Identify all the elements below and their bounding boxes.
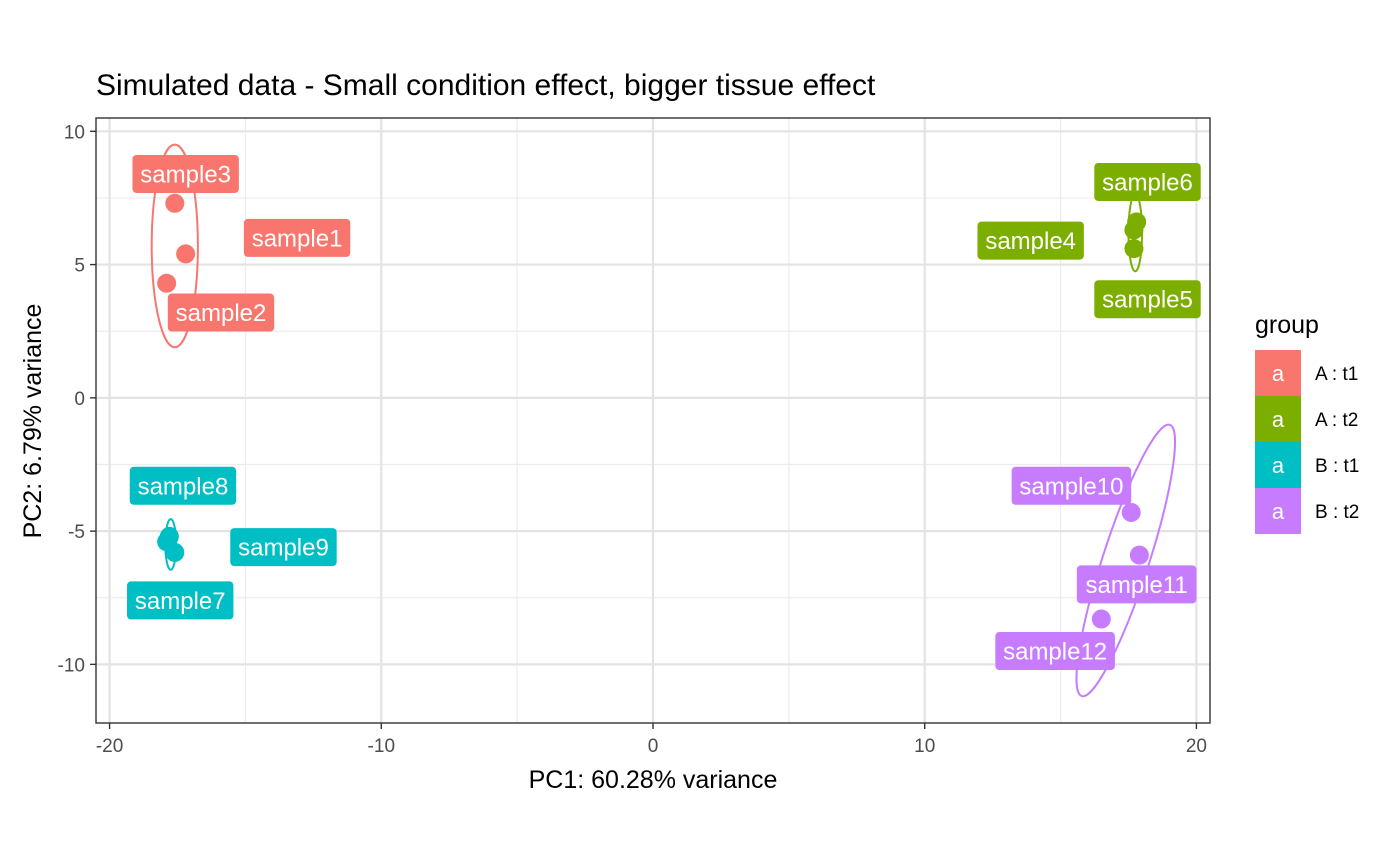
label-sample11: sample11	[1076, 565, 1197, 604]
legend-label: B : t1	[1315, 456, 1359, 477]
x-axis-title: PC1: 60.28% variance	[529, 766, 778, 794]
legend-item-b-t2: a B : t2	[1255, 488, 1359, 534]
legend-key	[1255, 488, 1301, 534]
chart-title: Simulated data - Small condition effect,…	[96, 69, 876, 102]
label-text: sample11	[1085, 572, 1187, 599]
label-sample9: sample9	[230, 528, 337, 567]
label-text: sample2	[176, 300, 267, 327]
point-sample11	[1129, 545, 1149, 565]
label-sample3: sample3	[132, 154, 239, 193]
legend-label: B : t2	[1315, 502, 1359, 523]
legend-key	[1255, 396, 1301, 442]
label-box	[127, 581, 234, 620]
point-labels: sample1 sample2 sample3 sample4 sample5 sampl…	[127, 154, 1201, 671]
legend-key	[1255, 350, 1301, 396]
x-tick-label: -10	[368, 736, 395, 757]
label-box	[1011, 466, 1132, 505]
legend: group a A : t1 a A : t2 a B : t1 a B : t2	[1255, 311, 1359, 534]
label-sample6: sample6	[1094, 162, 1201, 201]
label-box	[167, 293, 275, 332]
legend-key-letter: a	[1272, 453, 1285, 478]
label-text: sample6	[1102, 169, 1193, 196]
label-box	[230, 528, 337, 567]
label-text: sample5	[1102, 287, 1193, 314]
label-box	[1094, 280, 1201, 319]
point-sample2	[157, 273, 177, 293]
label-text: sample9	[238, 535, 329, 562]
x-tick-label: 0	[648, 736, 659, 757]
grid-lines	[96, 118, 1210, 723]
legend-item-a-t2: a A : t2	[1255, 396, 1358, 442]
label-sample5: sample5	[1094, 280, 1201, 319]
label-text: sample1	[252, 225, 343, 252]
ellipse-a-t1	[150, 143, 199, 349]
point-sample5	[1124, 239, 1144, 259]
point-sample10	[1121, 502, 1141, 522]
point-sample9	[165, 542, 185, 562]
label-sample7: sample7	[127, 581, 234, 620]
legend-key-letter: a	[1272, 499, 1285, 524]
label-sample4: sample4	[977, 221, 1084, 260]
label-text: sample12	[1003, 639, 1107, 666]
y-tick-label: -10	[58, 655, 85, 676]
legend-label: A : t2	[1315, 410, 1358, 431]
label-box	[129, 466, 237, 505]
point-sample6	[1127, 212, 1147, 232]
label-text: sample4	[985, 228, 1076, 255]
label-box	[995, 632, 1115, 671]
legend-label: A : t1	[1315, 364, 1358, 385]
point-sample1	[176, 244, 196, 264]
x-tick-label: 10	[914, 736, 935, 757]
legend-item-b-t1: a B : t1	[1255, 442, 1359, 488]
y-tick-label: 5	[74, 256, 85, 277]
label-sample10: sample10	[1011, 466, 1132, 505]
label-text: sample10	[1019, 473, 1123, 500]
label-box	[243, 218, 351, 257]
label-text: sample7	[135, 588, 226, 615]
x-tick-label: -20	[96, 736, 123, 757]
label-box	[1094, 162, 1201, 201]
y-tick-label: 0	[74, 389, 85, 410]
legend-key-letter: a	[1272, 407, 1285, 432]
legend-item-a-t1: a A : t1	[1255, 350, 1358, 396]
label-box	[1076, 565, 1197, 604]
label-box	[132, 154, 239, 193]
y-axis-title: PC2: 6.79% variance	[19, 304, 47, 539]
x-tick-label: 20	[1186, 736, 1207, 757]
axes: -20 -10 0 10 20 -10 -5 0 5 10	[58, 122, 1207, 757]
label-sample12: sample12	[995, 632, 1115, 671]
legend-key	[1255, 442, 1301, 488]
label-box	[977, 221, 1084, 260]
label-sample2: sample2	[167, 293, 275, 332]
point-sample8	[159, 526, 179, 546]
label-sample1: sample1	[243, 218, 351, 257]
data-points	[157, 193, 1149, 629]
legend-title: group	[1255, 311, 1319, 339]
y-tick-label: 10	[64, 122, 85, 143]
point-sample12	[1091, 609, 1111, 629]
point-sample3	[165, 193, 185, 213]
label-sample8: sample8	[129, 466, 237, 505]
legend-key-letter: a	[1272, 361, 1285, 386]
label-text: sample8	[138, 473, 229, 500]
y-tick-label: -5	[68, 522, 85, 543]
label-text: sample3	[140, 161, 231, 188]
